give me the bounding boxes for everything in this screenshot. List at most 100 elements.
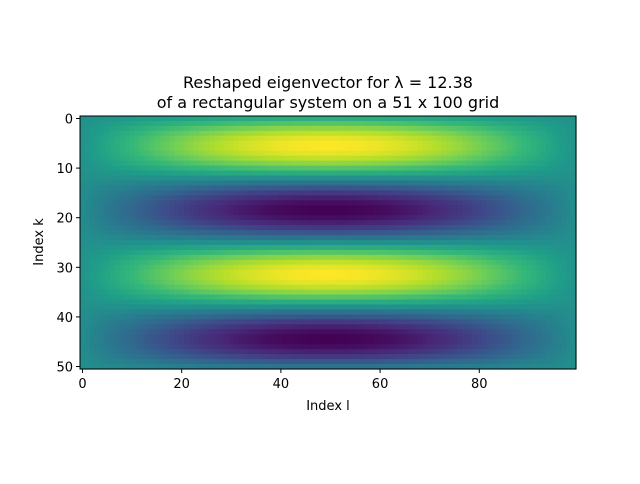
heatmap-cell	[392, 354, 399, 360]
heatmap-cell	[139, 339, 146, 345]
heatmap-cell	[218, 230, 225, 236]
heatmap-cell	[308, 314, 314, 320]
heatmap-cell	[233, 240, 240, 246]
heatmap-cell	[357, 145, 364, 152]
heatmap-cell	[437, 175, 443, 182]
heatmap-cell	[208, 180, 215, 187]
heatmap-cell	[179, 155, 185, 162]
heatmap-cell	[179, 116, 185, 122]
heatmap-cell	[253, 160, 260, 167]
heatmap-cell	[263, 185, 270, 192]
heatmap-cell	[531, 349, 537, 355]
heatmap-cell	[571, 294, 577, 301]
heatmap-cell	[228, 344, 235, 350]
heatmap-cell	[541, 210, 547, 216]
heatmap-cell	[268, 125, 275, 132]
heatmap-cell	[352, 319, 359, 325]
heatmap-cell	[323, 249, 329, 256]
heatmap-cell	[169, 145, 175, 152]
heatmap-cell	[204, 200, 210, 206]
heatmap-cell	[199, 264, 205, 271]
heatmap-cell	[273, 116, 279, 122]
heatmap-cell	[144, 259, 151, 266]
heatmap-cell	[194, 359, 200, 365]
heatmap-cell	[437, 180, 443, 187]
heatmap-cell	[392, 339, 399, 345]
heatmap-cell	[367, 210, 374, 216]
heatmap-cell	[452, 150, 458, 157]
heatmap-cell	[253, 249, 260, 256]
heatmap-cell	[466, 359, 473, 365]
heatmap-cell	[253, 354, 260, 360]
heatmap-cell	[541, 155, 547, 162]
heatmap-cell	[422, 289, 428, 296]
heatmap-cell	[337, 299, 344, 306]
heatmap-cell	[352, 200, 359, 206]
heatmap-cell	[268, 140, 275, 147]
heatmap-cell	[516, 240, 523, 246]
heatmap-cell	[164, 155, 170, 162]
heatmap-cell	[328, 339, 334, 345]
heatmap-cell	[466, 205, 473, 211]
heatmap-cell	[258, 230, 265, 236]
heatmap-cell	[80, 140, 86, 147]
heatmap-cell	[332, 205, 339, 211]
heatmap-cell	[164, 319, 170, 325]
heatmap-cell	[352, 324, 359, 330]
heatmap-cell	[352, 140, 359, 147]
heatmap-cell	[342, 284, 349, 291]
heatmap-cell	[531, 220, 537, 226]
heatmap-cell	[387, 200, 394, 206]
heatmap-cell	[119, 125, 126, 132]
heatmap-cell	[362, 294, 369, 301]
heatmap-cell	[481, 279, 488, 286]
heatmap-cell	[313, 304, 319, 311]
heatmap-cell	[238, 299, 245, 306]
heatmap-cell	[566, 150, 572, 157]
heatmap-cell	[184, 334, 190, 340]
heatmap-cell	[243, 349, 250, 355]
heatmap-cell	[169, 314, 175, 320]
heatmap-cell	[174, 165, 180, 172]
heatmap-cell	[223, 274, 230, 281]
heatmap-cell	[318, 259, 324, 266]
heatmap-cell	[288, 289, 294, 296]
heatmap-cell	[506, 195, 513, 201]
heatmap-cell	[397, 319, 403, 325]
heatmap-cell	[273, 225, 279, 231]
heatmap-cell	[561, 210, 567, 216]
heatmap-cell	[258, 339, 265, 345]
heatmap-cell	[243, 235, 250, 241]
heatmap-cell	[357, 205, 364, 211]
heatmap-cell	[447, 240, 453, 246]
heatmap-cell	[318, 334, 324, 340]
heatmap-cell	[566, 215, 572, 221]
heatmap-cell	[556, 249, 562, 256]
heatmap-cell	[228, 254, 235, 261]
heatmap-cell	[352, 354, 359, 360]
heatmap-cell	[263, 140, 270, 147]
heatmap-cell	[89, 259, 96, 266]
heatmap-cell	[94, 170, 101, 177]
heatmap-cell	[99, 155, 106, 162]
heatmap-cell	[179, 304, 185, 311]
heatmap-cell	[248, 180, 255, 187]
heatmap-cell	[332, 190, 339, 196]
heatmap-cell	[179, 269, 185, 276]
heatmap-cell	[466, 279, 473, 286]
heatmap-cell	[486, 155, 493, 162]
heatmap-cell	[169, 319, 175, 325]
heatmap-cell	[392, 150, 399, 157]
heatmap-cell	[159, 180, 165, 187]
heatmap-cell	[84, 294, 91, 301]
heatmap-cell	[204, 254, 210, 261]
heatmap-cell	[258, 235, 265, 241]
heatmap-cell	[466, 170, 473, 177]
heatmap-cell	[556, 220, 562, 226]
heatmap-cell	[184, 309, 190, 316]
heatmap-cell	[268, 235, 275, 241]
heatmap-cell	[372, 195, 379, 201]
heatmap-cell	[332, 240, 339, 246]
heatmap-cell	[481, 215, 488, 221]
heatmap-cell	[432, 334, 438, 340]
